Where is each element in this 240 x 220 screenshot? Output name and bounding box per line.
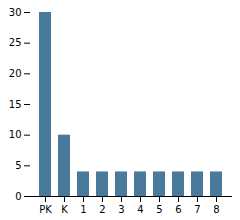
svg-text:PK: PK [39, 204, 52, 215]
svg-text:20: 20 [9, 68, 22, 79]
svg-text:1: 1 [80, 204, 86, 215]
svg-text:6: 6 [175, 204, 181, 215]
svg-text:2: 2 [99, 204, 105, 215]
svg-text:7: 7 [194, 204, 200, 215]
svg-text:25: 25 [9, 37, 22, 48]
svg-text:4: 4 [137, 204, 143, 215]
svg-text:K: K [61, 204, 68, 215]
svg-text:10: 10 [9, 129, 22, 140]
svg-text:3: 3 [118, 204, 124, 215]
svg-text:5: 5 [15, 160, 21, 171]
svg-text:8: 8 [213, 204, 219, 215]
svg-text:30: 30 [9, 7, 22, 18]
svg-text:15: 15 [9, 99, 22, 110]
svg-text:0: 0 [15, 191, 21, 202]
svg-text:5: 5 [156, 204, 162, 215]
